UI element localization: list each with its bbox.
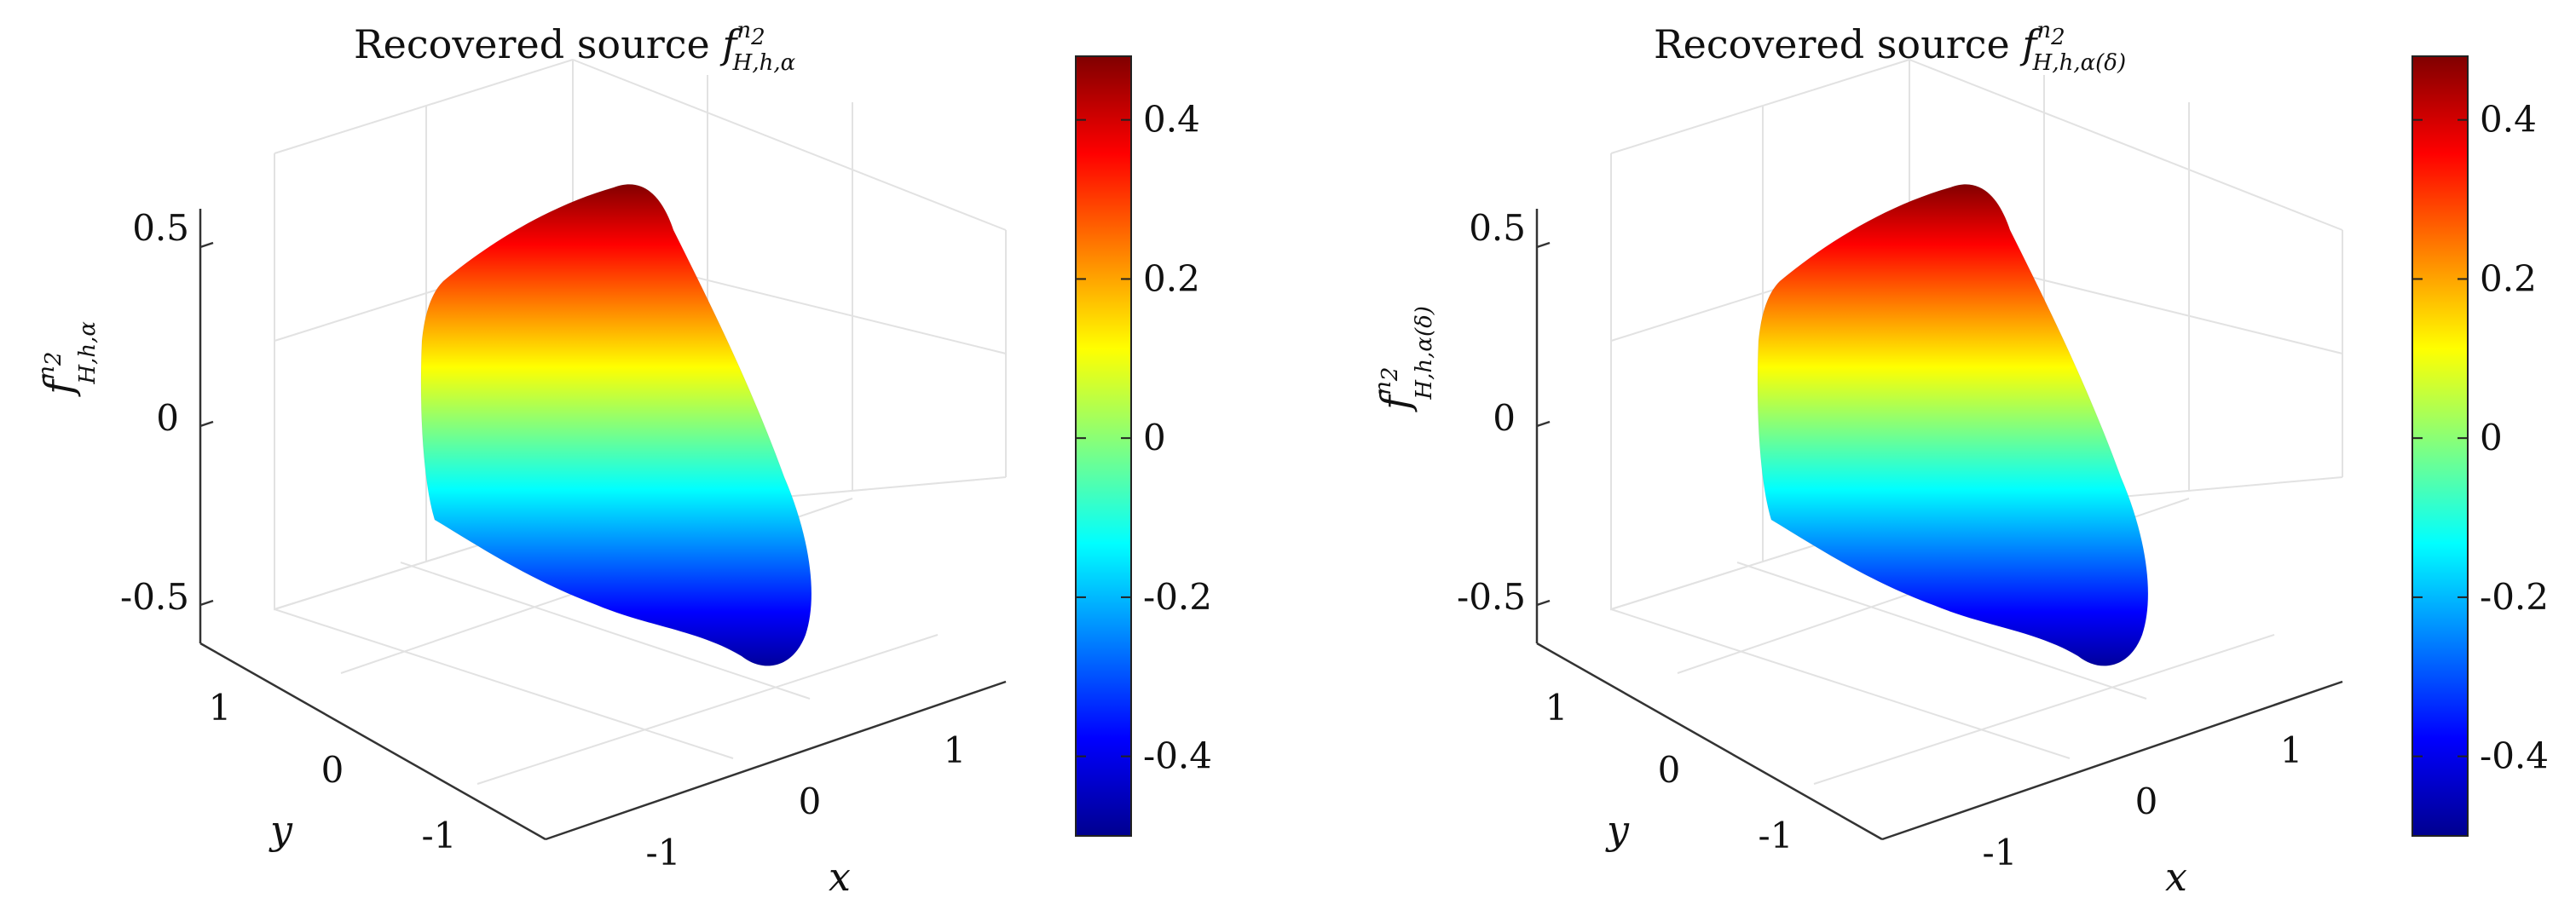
panel-2-y-tick: -1 (1759, 815, 1793, 856)
panel-1-title: Recovered source fn2 H,h,α (354, 18, 796, 76)
panel-1-y-tick: 0 (321, 749, 344, 791)
colorbar-tick-label: 0.4 (1143, 99, 1200, 141)
panel-2-ylabel: y (1605, 807, 1630, 853)
panel-1-z-tick: -0.5 (120, 576, 189, 618)
panel-1-colorbar-fill (1075, 55, 1132, 837)
panel-2-xlabel: x (2165, 854, 2187, 900)
panel-1-ylabel: y (269, 807, 293, 853)
colorbar-tick-label: 0 (2480, 417, 2503, 458)
panel-1-z-tick: 0 (156, 397, 179, 439)
colorbar-tick-label: -0.2 (2480, 576, 2549, 618)
panel-2-colorbar-fill (2411, 55, 2469, 837)
panel-2-title: Recovered source fn2 H,h,α(δ) (1654, 18, 2126, 76)
panel-2-surface (1757, 183, 2149, 666)
panel-2-x-tick: 0 (2135, 781, 2158, 822)
panel-2-y-tick: 1 (1545, 687, 1568, 729)
panel-2-y-tick: 0 (1658, 749, 1681, 791)
panel-1-x-tick: 1 (944, 729, 967, 771)
panel-1-x-tick: -1 (646, 832, 681, 873)
colorbar-tick-label: 0.2 (2480, 257, 2537, 299)
panel-1-grid (274, 59, 1007, 785)
panel-1-z-tick: 0.5 (132, 207, 189, 249)
panel-2-z-tick: 0 (1493, 397, 1516, 439)
panel-1-y-tick: 1 (209, 687, 232, 729)
colorbar-tick-label: 0.4 (2480, 99, 2537, 141)
panel-2-z-tick: -0.5 (1457, 576, 1526, 618)
colorbar-tick-label: -0.4 (2480, 735, 2549, 777)
panel-2-axes (1535, 209, 2343, 841)
panel-1-axes (199, 209, 1007, 841)
colorbar-tick-label: 0.2 (1143, 257, 1200, 299)
panel-2-z-tick: 0.5 (1469, 207, 1526, 249)
panel-1-x-tick: 0 (799, 781, 822, 822)
panel-1-xlabel: x (829, 854, 851, 900)
panel-1-colorbar: 0.4 0.2 0 -0.2 -0.4 (1075, 55, 1212, 837)
colorbar-tick-label: -0.4 (1143, 735, 1212, 777)
panel-1-surface (420, 183, 812, 666)
colorbar-tick-label: 0 (1143, 417, 1166, 458)
panel-1: 0.5 0 -0.5 1 0 -1 -1 0 1 y x fn2 H,h,α Re… (34, 18, 1212, 900)
colorbar-tick-label: -0.2 (1143, 576, 1212, 618)
panel-1-zlabel: fn2 H,h,α (34, 321, 101, 397)
panel-2: 0.5 0 -0.5 1 0 -1 -1 0 1 y x fn2 H,h,α(δ)… (1371, 18, 2549, 900)
panel-2-zlabel: fn2 H,h,α(δ) (1371, 306, 1437, 412)
panel-2-colorbar: 0.4 0.2 0 -0.2 -0.4 (2411, 55, 2549, 837)
panel-1-y-tick: -1 (422, 815, 457, 856)
panel-2-x-tick: 1 (2280, 729, 2303, 771)
panel-2-x-tick: -1 (1983, 832, 2018, 873)
